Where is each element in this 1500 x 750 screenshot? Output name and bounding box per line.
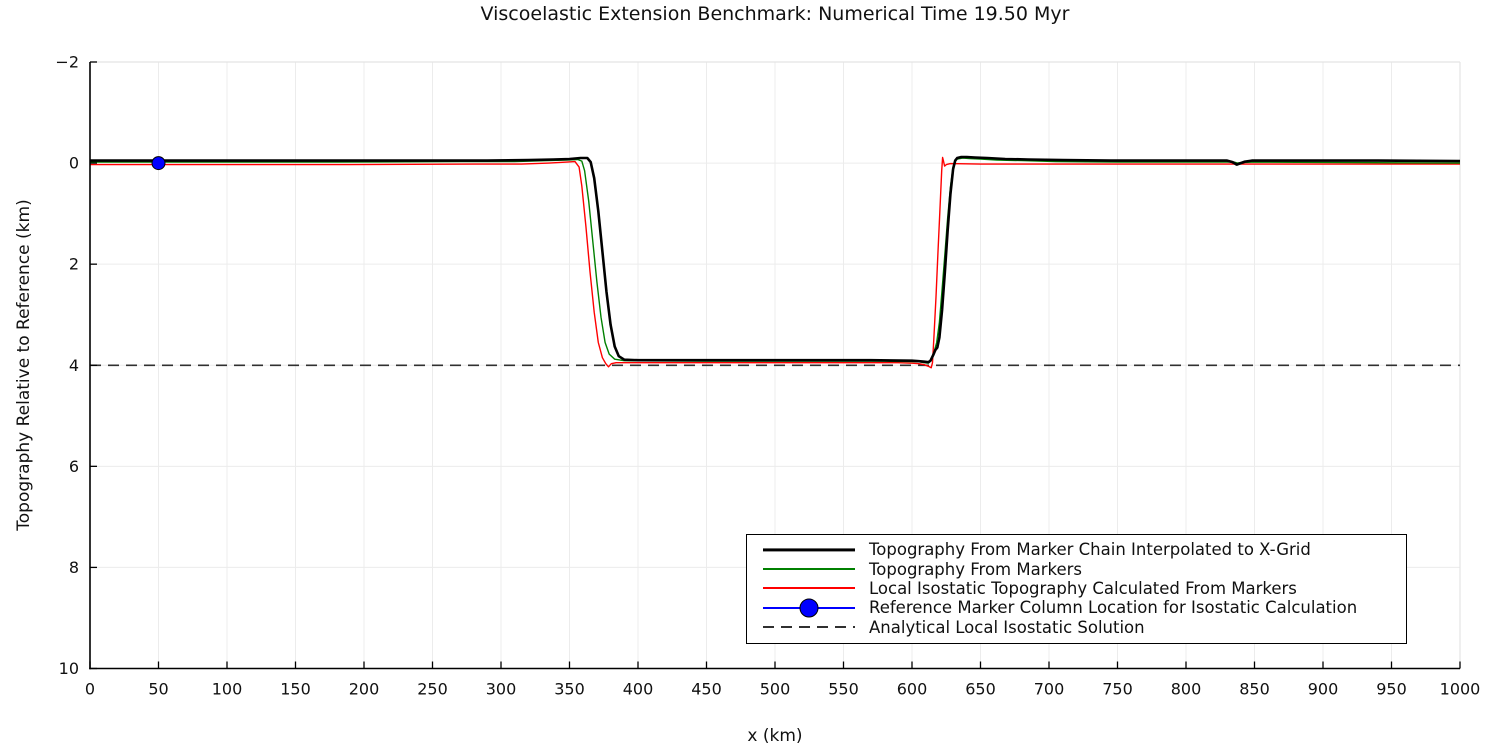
x-tick-label: 650: [965, 680, 996, 699]
y-tick-label: 6: [69, 457, 79, 476]
y-tick-label: 8: [69, 558, 79, 577]
legend-swatch-green-line-icon: [763, 560, 855, 579]
x-tick-label: 200: [349, 680, 380, 699]
legend-label: Reference Marker Column Location for Iso…: [869, 598, 1358, 618]
legend-entry-isostatic: Local Isostatic Topography Calculated Fr…: [747, 579, 1406, 598]
x-tick-label: 800: [1171, 680, 1202, 699]
legend-label: Topography From Markers: [869, 559, 1083, 579]
legend-label: Analytical Local Isostatic Solution: [869, 617, 1145, 637]
y-tick-label: −2: [55, 53, 79, 72]
legend-swatch-black-thick-line-icon: [763, 540, 855, 559]
x-tick-label: 600: [897, 680, 928, 699]
series-line-2: [90, 156, 1460, 369]
legend-swatch-dashed-line-icon: [763, 618, 855, 637]
series-line-0: [90, 155, 1461, 364]
x-tick-label: 300: [486, 680, 517, 699]
x-tick-label: 1000: [1440, 680, 1481, 699]
legend-swatch-blue-line-icon: [763, 598, 855, 618]
y-tick-label: 0: [69, 154, 79, 173]
x-tick-label: 950: [1376, 680, 1407, 699]
x-tick-label: 400: [623, 680, 654, 699]
legend-entry-reference-marker: Reference Marker Column Location for Iso…: [747, 598, 1406, 618]
legend-entry-marker-chain: Topography From Marker Chain Interpolate…: [747, 540, 1406, 559]
legend-entry-analytical: Analytical Local Isostatic Solution: [747, 618, 1406, 637]
blue-circle-marker-icon: [799, 598, 819, 618]
legend-box: Topography From Marker Chain Interpolate…: [746, 534, 1407, 644]
y-tick-label: 4: [69, 356, 79, 375]
y-tick-label: 2: [69, 255, 79, 274]
x-tick-label: 150: [280, 680, 311, 699]
x-tick-label: 500: [760, 680, 791, 699]
x-tick-label: 350: [554, 680, 585, 699]
legend-entry-markers: Topography From Markers: [747, 559, 1406, 579]
reference-marker-point: [151, 156, 166, 171]
legend-label: Topography From Marker Chain Interpolate…: [869, 540, 1311, 560]
x-tick-label: 50: [148, 680, 168, 699]
chart-title: Viscoelastic Extension Benchmark: Numeri…: [480, 3, 1070, 25]
legend-label: Local Isostatic Topography Calculated Fr…: [869, 578, 1297, 598]
x-tick-label: 250: [417, 680, 448, 699]
x-tick-label: 850: [1239, 680, 1270, 699]
x-tick-label: 550: [828, 680, 859, 699]
x-tick-label: 100: [212, 680, 243, 699]
x-tick-label: 700: [1034, 680, 1065, 699]
x-tick-label: 450: [691, 680, 722, 699]
legend-swatch-red-line-icon: [763, 579, 855, 598]
y-axis-label: Topography Relative to Reference (km): [14, 199, 34, 531]
x-tick-label: 0: [85, 680, 95, 699]
y-tick-label: 10: [59, 659, 79, 678]
x-tick-label: 750: [1102, 680, 1133, 699]
x-tick-label: 900: [1308, 680, 1339, 699]
x-axis-label: x (km): [747, 726, 803, 746]
